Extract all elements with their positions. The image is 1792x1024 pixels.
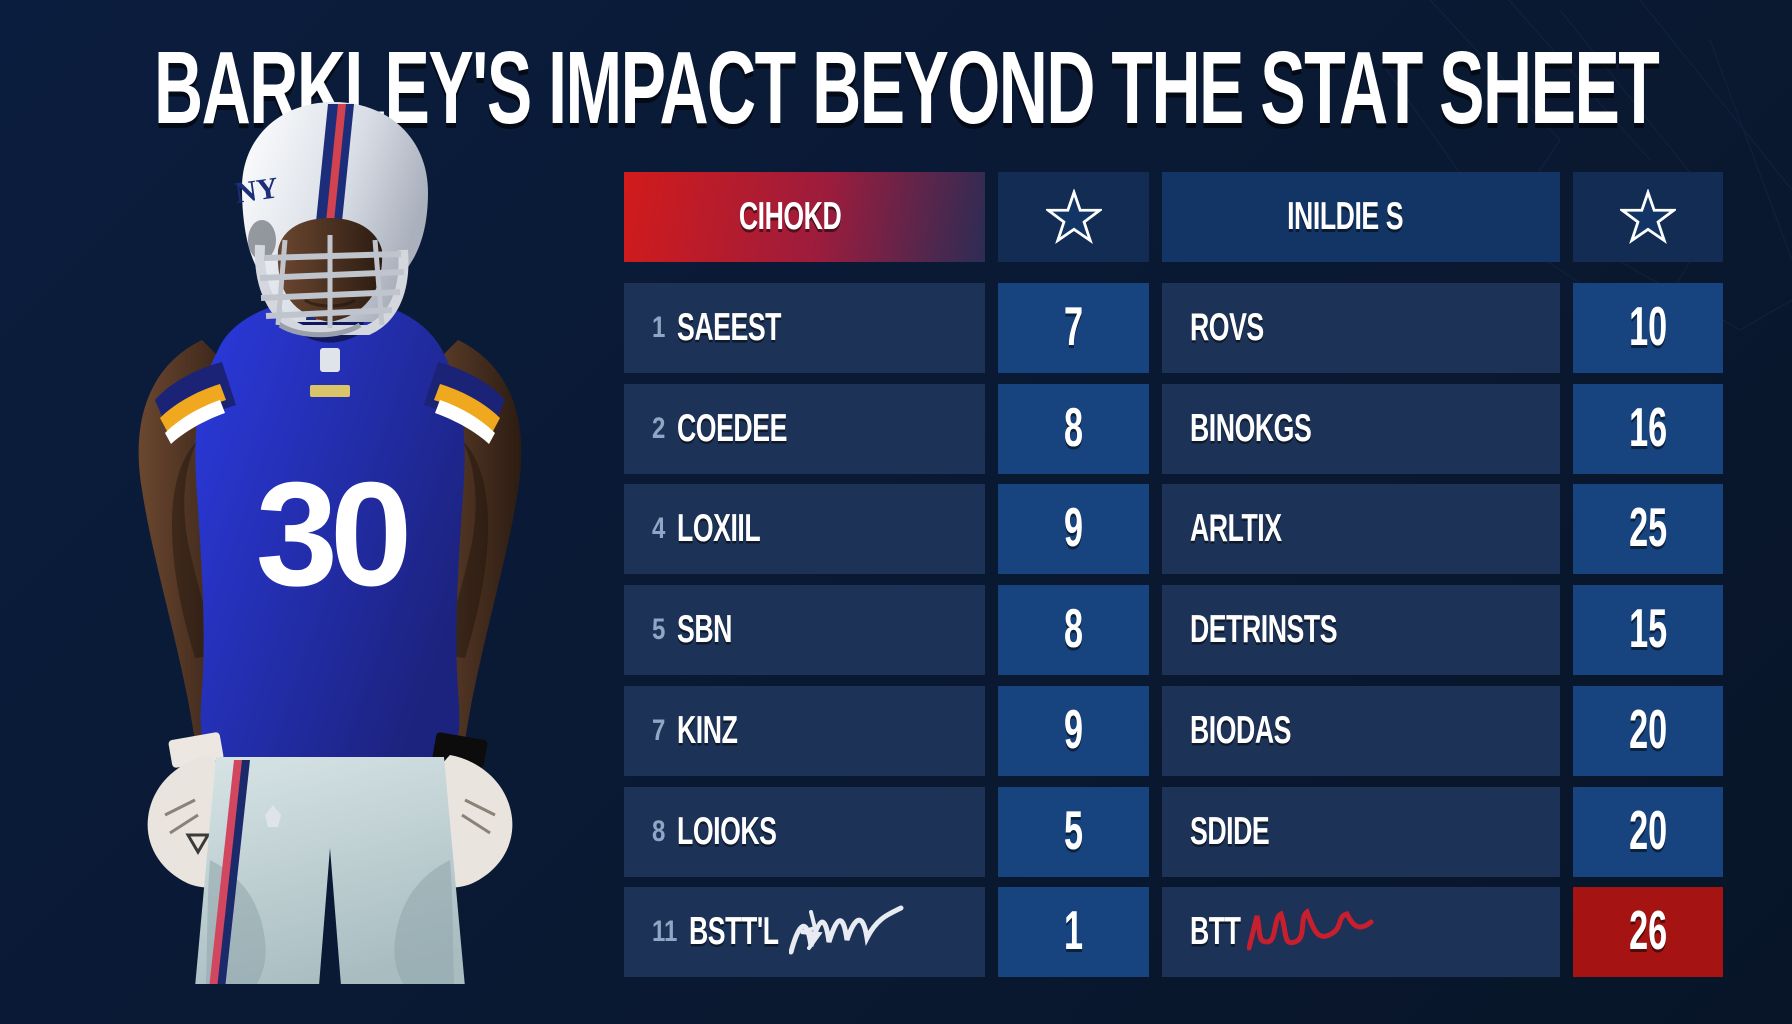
svg-text:30: 30 <box>256 452 407 617</box>
svg-text:NY: NY <box>233 171 281 210</box>
